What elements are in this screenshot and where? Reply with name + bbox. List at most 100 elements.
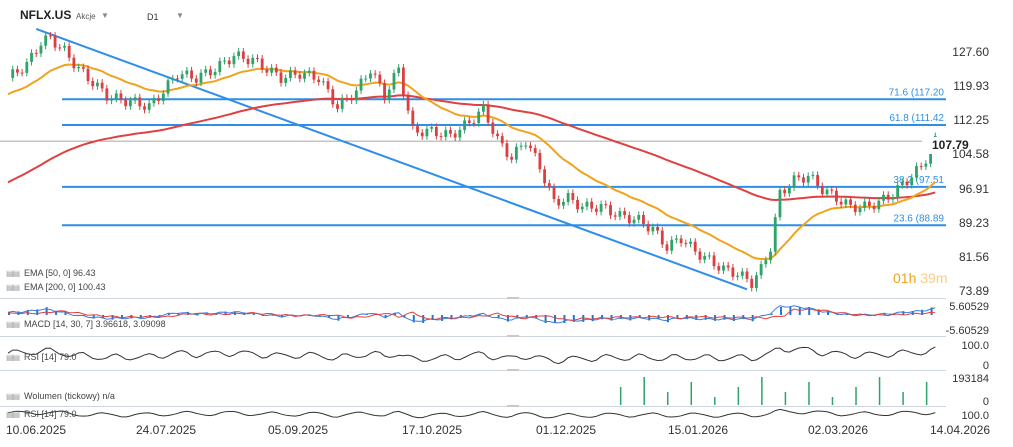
volume-bar bbox=[714, 397, 716, 405]
candle-body bbox=[260, 58, 264, 70]
candle-body bbox=[670, 239, 674, 251]
candle-body bbox=[613, 215, 617, 217]
settings-icon[interactable]: ▤▤ bbox=[6, 269, 20, 278]
legend-macd[interactable]: ▤▤ MACD [14, 30, 7] 3.96618, 3.09098 bbox=[6, 319, 166, 329]
candle-body bbox=[161, 93, 165, 101]
candle-body bbox=[124, 99, 128, 107]
candle-body bbox=[632, 219, 636, 224]
pane-resize-handle[interactable] bbox=[507, 297, 519, 299]
last-price-label: 107.79 bbox=[922, 137, 1012, 154]
macd-histogram-bar bbox=[177, 313, 180, 315]
candle-body bbox=[585, 201, 589, 207]
candle-body bbox=[769, 251, 772, 261]
candle-body bbox=[552, 187, 556, 199]
candle-body bbox=[16, 69, 19, 73]
symbol-title[interactable]: NFLX.US bbox=[20, 8, 72, 22]
candle-body bbox=[618, 211, 622, 217]
timeframe-dropdown-icon[interactable]: ▼ bbox=[176, 11, 184, 20]
pane-resize-handle[interactable] bbox=[507, 335, 519, 337]
candle-body bbox=[496, 133, 499, 137]
macd-histogram-bar bbox=[506, 315, 509, 322]
legend-rsi-2[interactable]: ▤▤ RSI [14] 79.0 bbox=[6, 409, 77, 419]
pane-resize-handle[interactable] bbox=[507, 405, 519, 407]
y-axis-label: 81.56 bbox=[958, 249, 989, 264]
candle-body bbox=[825, 189, 829, 195]
candle-body bbox=[477, 111, 481, 124]
candle-body bbox=[138, 97, 142, 107]
candle-body bbox=[378, 74, 382, 84]
legend-rsi2-text: RSI [14] 79.0 bbox=[24, 409, 77, 419]
y-axis-label: 89.23 bbox=[958, 215, 989, 230]
volume-bar bbox=[902, 392, 904, 405]
volume-bar bbox=[855, 387, 857, 405]
settings-icon[interactable]: ▤▤ bbox=[6, 392, 20, 401]
timeframe-selector[interactable]: D1 bbox=[147, 12, 159, 22]
symbol-dropdown-icon[interactable]: ▼ bbox=[101, 11, 109, 20]
x-axis-label: 05.09.2025 bbox=[268, 423, 329, 437]
legend-rsi[interactable]: ▤▤ RSI [14] 79.0 bbox=[6, 352, 77, 362]
macd-histogram-bar bbox=[346, 315, 349, 318]
legend-ema200[interactable]: ▤▤ EMA [200, 0] 100.43 bbox=[6, 282, 106, 292]
rsi-line bbox=[7, 346, 936, 365]
settings-icon[interactable]: ▤▤ bbox=[6, 283, 20, 292]
candle-body bbox=[482, 104, 485, 112]
macd-histogram-bar bbox=[450, 315, 453, 320]
candle-body bbox=[792, 175, 796, 188]
volume-axis-max: 193184 bbox=[952, 373, 989, 385]
macd-histogram-bar bbox=[544, 315, 547, 323]
legend-rsi-text: RSI [14] 79.0 bbox=[24, 352, 77, 362]
candle-body bbox=[773, 217, 777, 252]
legend-volume-text: Wolumen (tickowy) n/a bbox=[24, 391, 115, 401]
rsi-axis-100: 100.0 bbox=[961, 340, 989, 352]
candle-body bbox=[293, 70, 297, 75]
x-axis-label: 17.10.2025 bbox=[402, 423, 463, 437]
candle-body bbox=[425, 128, 429, 137]
pane-resize-handle[interactable] bbox=[507, 369, 519, 371]
candle-body bbox=[326, 81, 330, 90]
candle-body bbox=[472, 122, 476, 124]
candle-body bbox=[25, 61, 29, 73]
candle-body bbox=[392, 73, 396, 90]
candle-body bbox=[303, 73, 306, 79]
pane-separator bbox=[0, 298, 946, 299]
candle-body bbox=[778, 189, 782, 218]
candle-body bbox=[882, 194, 885, 201]
macd-histogram-bar bbox=[168, 312, 171, 315]
candle-body bbox=[557, 198, 561, 206]
legend-volume[interactable]: ▤▤ Wolumen (tickowy) n/a bbox=[6, 391, 115, 401]
candle-body bbox=[166, 80, 170, 94]
macd-histogram-bar bbox=[422, 315, 425, 323]
candle-body bbox=[48, 35, 52, 37]
candle-body bbox=[806, 175, 810, 183]
candle-body bbox=[562, 201, 565, 206]
candle-body bbox=[34, 52, 38, 54]
legend-ema50[interactable]: ▤▤ EMA [50, 0] 96.43 bbox=[6, 268, 96, 278]
candle-body bbox=[128, 100, 132, 107]
settings-icon[interactable]: ▤▤ bbox=[6, 320, 20, 329]
candle-body bbox=[623, 211, 627, 216]
x-axis-label: 10.06.2025 bbox=[6, 423, 67, 437]
candle-body bbox=[199, 72, 203, 83]
candle-body bbox=[53, 35, 57, 48]
x-axis-label: 14.04.2026 bbox=[930, 423, 991, 437]
candle-body bbox=[369, 73, 372, 79]
candle-body bbox=[797, 175, 801, 178]
candle-body bbox=[599, 204, 603, 212]
settings-icon[interactable]: ▤▤ bbox=[6, 410, 20, 419]
pane-separator bbox=[0, 336, 946, 337]
candle-body bbox=[270, 67, 274, 73]
rsi-axis-0: 0 bbox=[982, 360, 989, 372]
candle-body bbox=[646, 224, 650, 232]
candle-body bbox=[910, 177, 914, 186]
y-axis-label: 127.60 bbox=[952, 45, 989, 59]
settings-icon[interactable]: ▤▤ bbox=[6, 353, 20, 362]
candle-body bbox=[223, 60, 226, 62]
candle-body bbox=[755, 275, 758, 288]
macd-histogram-bar bbox=[224, 311, 227, 315]
macd-histogram-bar bbox=[64, 311, 67, 315]
candle-body bbox=[350, 98, 354, 101]
candle-body bbox=[900, 181, 904, 186]
macd-histogram-bar bbox=[92, 315, 95, 319]
volume-bar bbox=[643, 377, 645, 405]
